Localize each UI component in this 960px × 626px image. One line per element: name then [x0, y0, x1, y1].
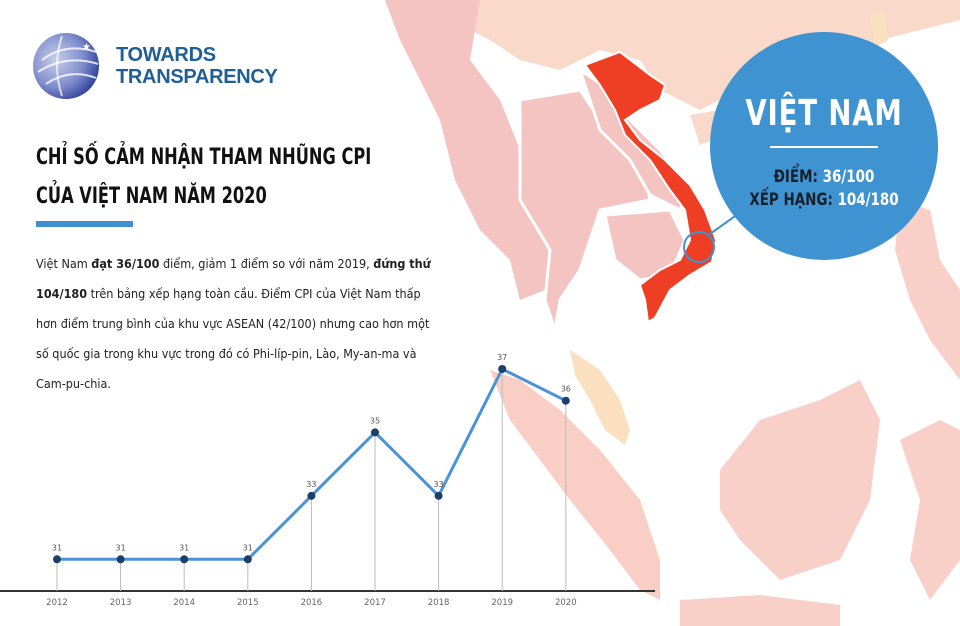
map-region-malay-peninsula: [570, 350, 630, 445]
x-tick-label: 2018: [428, 598, 450, 608]
x-tick-label: 2019: [491, 598, 513, 608]
data-label: 35: [370, 416, 380, 425]
data-point: [180, 555, 189, 564]
summary-bold-score: đạt 36/100: [91, 256, 160, 271]
score-label: ĐIỂM:: [773, 167, 818, 187]
page-title: CHỈ SỐ CẢM NHẬN THAM NHŨNG CPI CỦA VIỆT …: [36, 138, 371, 216]
data-label: 31: [179, 543, 189, 552]
summary-bold-rank: đứng thứ 104/180: [36, 256, 431, 301]
data-point: [434, 491, 443, 500]
map-region-taiwan: [870, 12, 888, 48]
data-point: [116, 555, 125, 564]
x-tick-label: 2016: [301, 598, 323, 608]
brand-line-2: TRANSPARENCY: [116, 66, 278, 88]
title-line-1: CHỈ SỐ CẢM NHẬN THAM NHŨNG CPI: [36, 145, 372, 170]
summary-text-3: trên bảng xếp hạng toàn cầu. Điểm CPI củ…: [36, 286, 430, 391]
data-label: 33: [306, 480, 316, 489]
globe-logo-icon: ★: [33, 33, 99, 99]
summary-text-2: điểm, giảm 1 điểm so với năm 2019,: [159, 256, 374, 271]
map-region-java: [680, 595, 840, 626]
x-tick-label: 2013: [110, 598, 132, 608]
data-label: 31: [52, 543, 62, 552]
map-region-sulawesi: [900, 420, 960, 600]
data-label: 37: [497, 353, 507, 362]
map-region-myanmar: [385, 0, 560, 300]
summary-text-1: Việt Nam: [36, 256, 92, 271]
title-underline: [36, 221, 133, 227]
x-tick-label: 2015: [237, 598, 259, 608]
data-label: 31: [116, 543, 126, 552]
logo: ★ TOWARDS TRANSPARENCY: [32, 32, 278, 100]
data-point: [561, 396, 570, 405]
rank-value: 104/180: [837, 190, 899, 210]
callout-focus-ring: [683, 231, 715, 263]
map-region-vietnam: [583, 50, 718, 324]
data-point: [243, 555, 252, 564]
title-line-2: CỦA VIỆT NAM NĂM 2020: [36, 184, 267, 209]
data-point: [371, 428, 379, 437]
callout-divider: [770, 146, 878, 148]
callout-rank: XẾP HẠNG: 104/180: [724, 189, 925, 212]
x-tick-label: 2014: [173, 598, 195, 608]
score-value: 36/100: [822, 167, 875, 187]
map-region-borneo: [720, 380, 880, 580]
vietnam-callout: VIỆT NAM ĐIỂM: 36/100 XẾP HẠNG: 104/180: [710, 32, 938, 260]
data-label: 33: [434, 480, 444, 489]
map-region-china: [400, 0, 960, 110]
svg-text:★: ★: [82, 42, 91, 53]
callout-country: VIỆT NAM: [745, 93, 903, 134]
data-point: [307, 491, 316, 500]
data-point: [53, 555, 61, 564]
x-tick-label: 2020: [555, 598, 577, 608]
summary-paragraph: Việt Nam đạt 36/100 điểm, giảm 1 điểm so…: [36, 249, 436, 399]
rank-label: XẾP HẠNG:: [749, 190, 833, 210]
callout-connector: [709, 213, 739, 235]
data-label: 36: [561, 385, 571, 394]
x-tick-label: 2012: [46, 598, 68, 608]
cpi-line-chart: 31 2012 31 2013 31 2014 31 2015 33 2016 35 2017 33 20…: [0, 353, 655, 608]
data-point: [498, 365, 507, 373]
data-label: 31: [243, 543, 253, 552]
brand-line-1: TOWARDS: [116, 44, 216, 66]
callout-score: ĐIỂM: 36/100: [724, 166, 925, 189]
map-region-sumatra: [490, 370, 660, 600]
map-region-philippines: [895, 200, 960, 380]
x-tick-label: 2017: [364, 598, 386, 608]
